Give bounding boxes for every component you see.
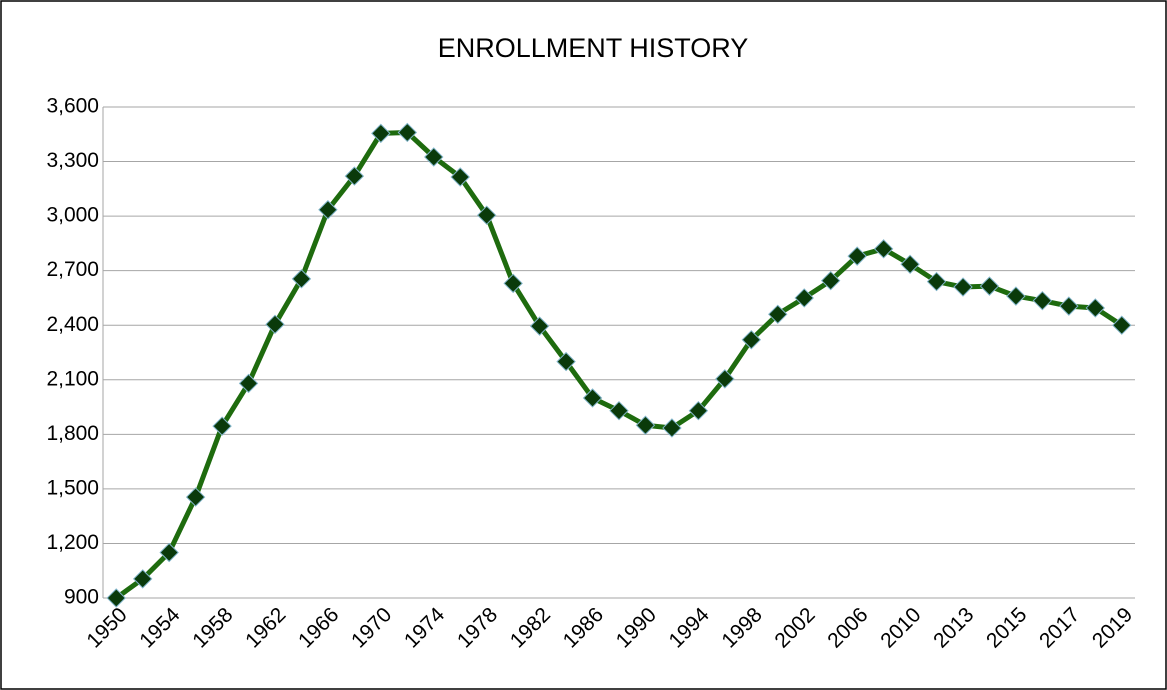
marker <box>609 400 629 421</box>
marker <box>238 373 259 394</box>
y-tick-label: 3,000 <box>46 204 99 227</box>
marker <box>1112 315 1132 335</box>
marker <box>953 277 973 297</box>
marker <box>450 167 470 187</box>
marker <box>529 316 550 336</box>
marker <box>106 588 126 608</box>
marker <box>688 400 709 421</box>
y-tick-label: 3,600 <box>46 95 99 118</box>
marker <box>873 239 894 259</box>
marker <box>794 288 814 308</box>
marker <box>847 246 867 266</box>
marker <box>132 569 153 589</box>
marker <box>503 273 523 294</box>
marker <box>715 369 735 389</box>
marker <box>582 388 603 408</box>
marker <box>900 254 920 275</box>
marker <box>1006 286 1026 306</box>
marker <box>635 415 656 435</box>
marker <box>185 487 206 507</box>
y-tick-label: 3,300 <box>46 149 99 172</box>
marker <box>344 166 365 186</box>
marker <box>979 276 1000 296</box>
chart-title: ENROLLMENT HISTORY <box>438 33 749 63</box>
y-tick-label: 1,500 <box>46 476 99 499</box>
marker <box>926 271 947 292</box>
marker <box>820 270 841 291</box>
marker <box>265 314 285 335</box>
marker <box>768 304 788 325</box>
y-tick-label: 900 <box>64 586 99 609</box>
y-tick-label: 1,800 <box>46 422 99 445</box>
marker <box>741 330 762 350</box>
marker <box>476 205 497 225</box>
y-tick-label: 2,700 <box>46 258 99 281</box>
y-tick-label: 2,100 <box>46 367 99 390</box>
marker <box>291 269 312 289</box>
marker <box>1032 290 1053 311</box>
marker <box>1059 296 1079 316</box>
marker <box>424 147 444 167</box>
y-tick-label: 1,200 <box>46 531 99 554</box>
y-tick-label: 2,400 <box>46 313 99 336</box>
marker <box>1085 298 1106 318</box>
marker <box>318 200 338 220</box>
marker <box>371 123 391 144</box>
marker <box>556 351 576 372</box>
marker <box>662 418 682 438</box>
marker <box>212 416 232 436</box>
marker <box>159 542 179 563</box>
marker <box>397 122 418 143</box>
